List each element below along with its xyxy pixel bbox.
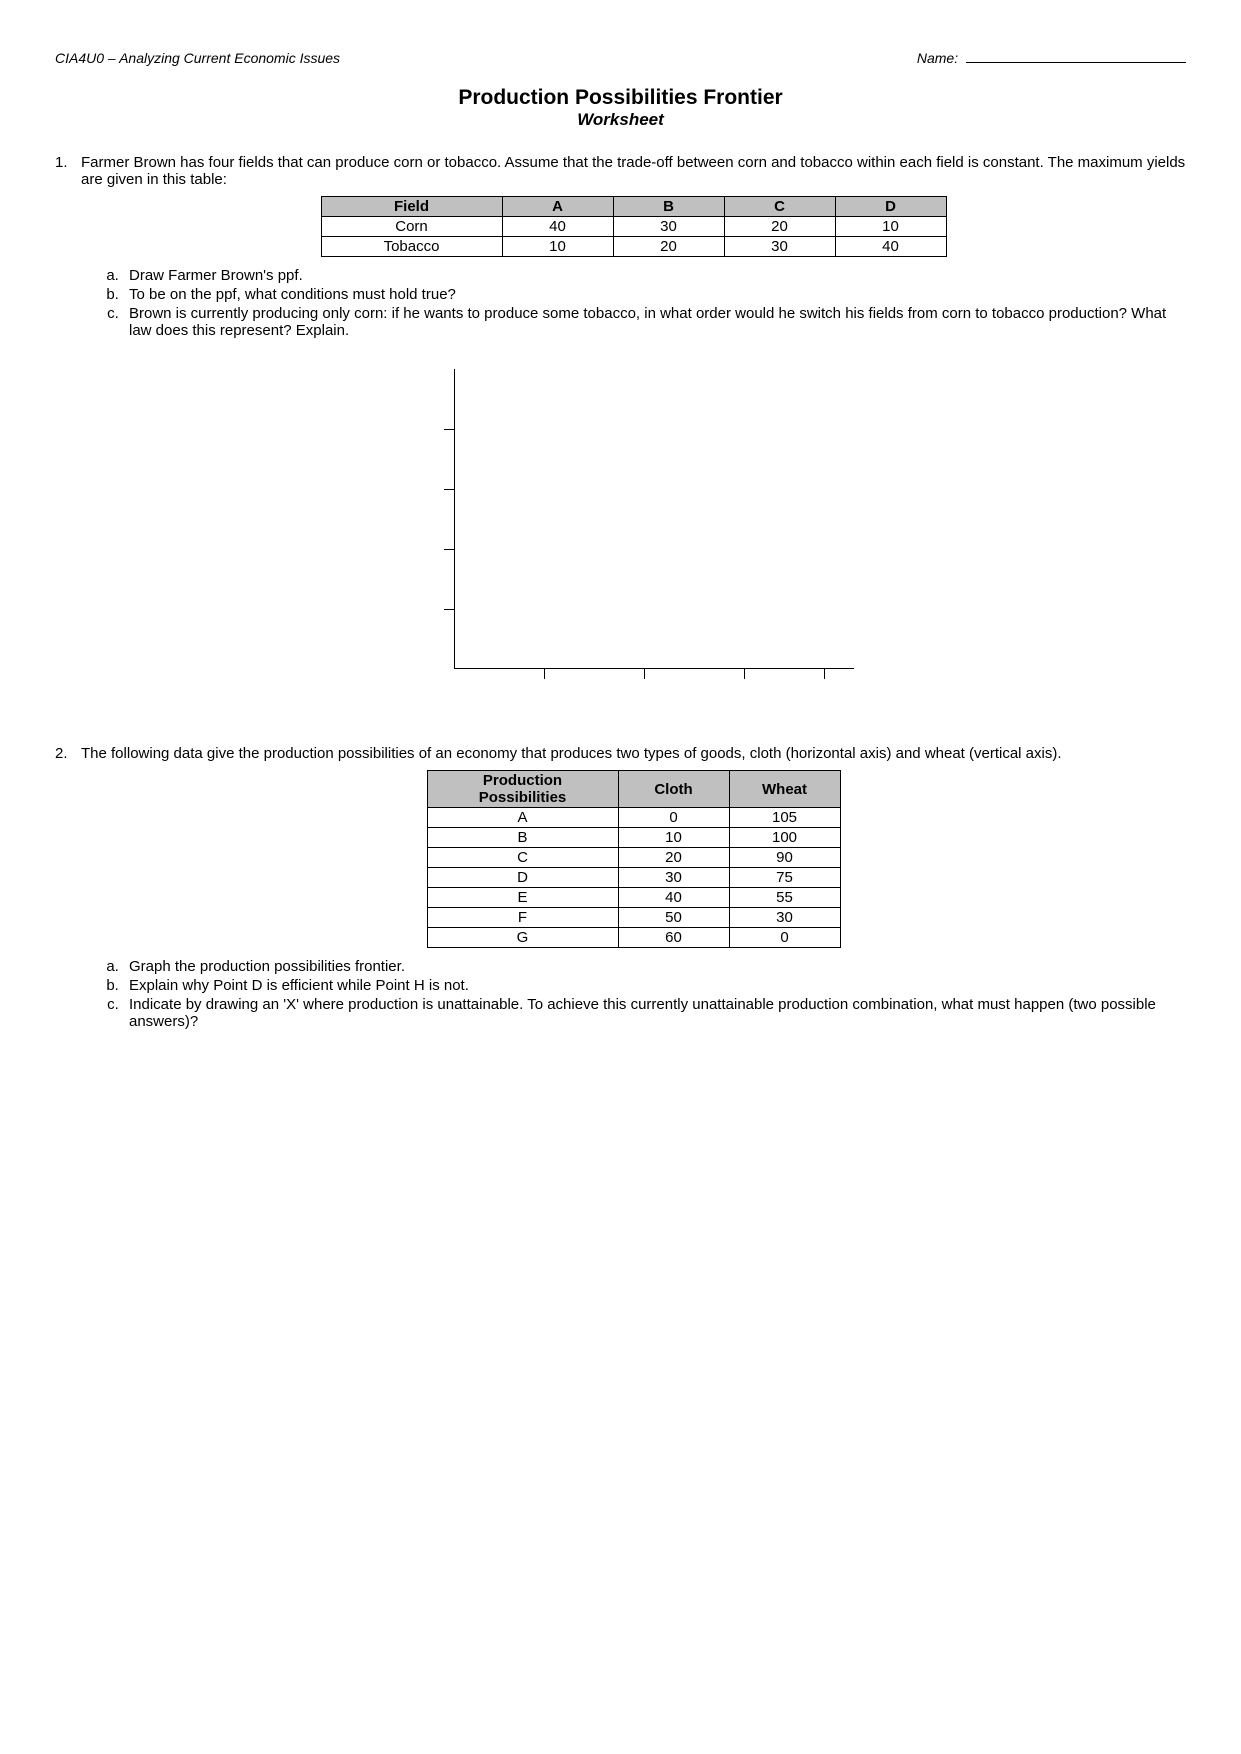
table-row: Corn 40 30 20 10	[321, 217, 946, 237]
q1-tobacco-a: 10	[502, 237, 613, 257]
q2-table: Production Possibilities Cloth Wheat A 0…	[427, 770, 841, 948]
q2-c-label: C	[427, 848, 618, 868]
q1-corn-d: 10	[835, 217, 946, 237]
q1-th-a: A	[502, 197, 613, 217]
q2-b-cloth: 10	[618, 828, 729, 848]
q2-f-label: F	[427, 908, 618, 928]
q2-part-b: Explain why Point D is efficient while P…	[123, 977, 1186, 994]
q1-tobacco-c: 30	[724, 237, 835, 257]
q2-g-cloth: 60	[618, 928, 729, 948]
q2-d-label: D	[427, 868, 618, 888]
q1-corn-b: 30	[613, 217, 724, 237]
table-row: E 40 55	[427, 888, 840, 908]
question-2: 2. The following data give the productio…	[55, 745, 1186, 1032]
question-1: 1. Farmer Brown has four fields that can…	[55, 154, 1186, 739]
q2-part-a: Graph the production possibilities front…	[123, 958, 1186, 975]
page-subtitle: Worksheet	[55, 110, 1186, 130]
q2-d-wheat: 75	[729, 868, 840, 888]
q1-table: Field A B C D Corn 40 30 20 10 Tobacco 1…	[321, 196, 947, 257]
q1-corn-a: 40	[502, 217, 613, 237]
name-label: Name:	[917, 50, 958, 66]
q1-blank-graph[interactable]	[414, 369, 854, 689]
y-tick	[444, 489, 454, 490]
q2-e-label: E	[427, 888, 618, 908]
q1-text: Farmer Brown has four fields that can pr…	[81, 154, 1185, 188]
q2-text: The following data give the production p…	[81, 745, 1062, 762]
q2-f-cloth: 50	[618, 908, 729, 928]
name-blank-line[interactable]	[966, 62, 1186, 63]
y-axis	[454, 369, 455, 669]
q1-th-d: D	[835, 197, 946, 217]
q2-c-cloth: 20	[618, 848, 729, 868]
q1-tobacco-b: 20	[613, 237, 724, 257]
q2-number: 2.	[55, 745, 81, 1032]
q2-body: The following data give the production p…	[81, 745, 1186, 1032]
q2-g-label: G	[427, 928, 618, 948]
q1-th-b: B	[613, 197, 724, 217]
q2-a-label: A	[427, 808, 618, 828]
q1-corn-c: 20	[724, 217, 835, 237]
name-field: Name:	[917, 50, 1186, 66]
x-tick	[544, 669, 545, 679]
q1-part-b: To be on the ppf, what conditions must h…	[123, 286, 1186, 303]
x-axis	[454, 668, 854, 669]
q1-tobacco-label: Tobacco	[321, 237, 502, 257]
table-row: F 50 30	[427, 908, 840, 928]
q2-d-cloth: 30	[618, 868, 729, 888]
q2-parts: Graph the production possibilities front…	[81, 958, 1186, 1030]
q2-c-wheat: 90	[729, 848, 840, 868]
q2-b-wheat: 100	[729, 828, 840, 848]
q2-g-wheat: 0	[729, 928, 840, 948]
q2-th-wheat: Wheat	[729, 771, 840, 808]
q2-th-cloth: Cloth	[618, 771, 729, 808]
q1-th-c: C	[724, 197, 835, 217]
table-row: G 60 0	[427, 928, 840, 948]
y-tick	[444, 609, 454, 610]
y-tick	[444, 429, 454, 430]
q2-b-label: B	[427, 828, 618, 848]
page-title: Production Possibilities Frontier	[55, 86, 1186, 110]
table-row: A 0 105	[427, 808, 840, 828]
q1-part-a: Draw Farmer Brown's ppf.	[123, 267, 1186, 284]
q2-e-wheat: 55	[729, 888, 840, 908]
q1-tobacco-d: 40	[835, 237, 946, 257]
q1-body: Farmer Brown has four fields that can pr…	[81, 154, 1186, 739]
q1-th-field: Field	[321, 197, 502, 217]
q2-a-cloth: 0	[618, 808, 729, 828]
q2-f-wheat: 30	[729, 908, 840, 928]
course-code: CIA4U0 – Analyzing Current Economic Issu…	[55, 50, 340, 66]
q2-a-wheat: 105	[729, 808, 840, 828]
x-tick	[644, 669, 645, 679]
table-row: D 30 75	[427, 868, 840, 888]
page-header: CIA4U0 – Analyzing Current Economic Issu…	[55, 50, 1186, 66]
q1-parts: Draw Farmer Brown's ppf. To be on the pp…	[81, 267, 1186, 339]
x-tick	[824, 669, 825, 679]
q1-number: 1.	[55, 154, 81, 739]
q2-th-pp: Production Possibilities	[427, 771, 618, 808]
q2-table-header-row: Production Possibilities Cloth Wheat	[427, 771, 840, 808]
table-row: B 10 100	[427, 828, 840, 848]
y-tick	[444, 549, 454, 550]
q1-part-c: Brown is currently producing only corn: …	[123, 305, 1186, 339]
q2-e-cloth: 40	[618, 888, 729, 908]
q2-part-c: Indicate by drawing an 'X' where product…	[123, 996, 1186, 1030]
q1-table-header-row: Field A B C D	[321, 197, 946, 217]
table-row: C 20 90	[427, 848, 840, 868]
table-row: Tobacco 10 20 30 40	[321, 237, 946, 257]
x-tick	[744, 669, 745, 679]
q1-corn-label: Corn	[321, 217, 502, 237]
